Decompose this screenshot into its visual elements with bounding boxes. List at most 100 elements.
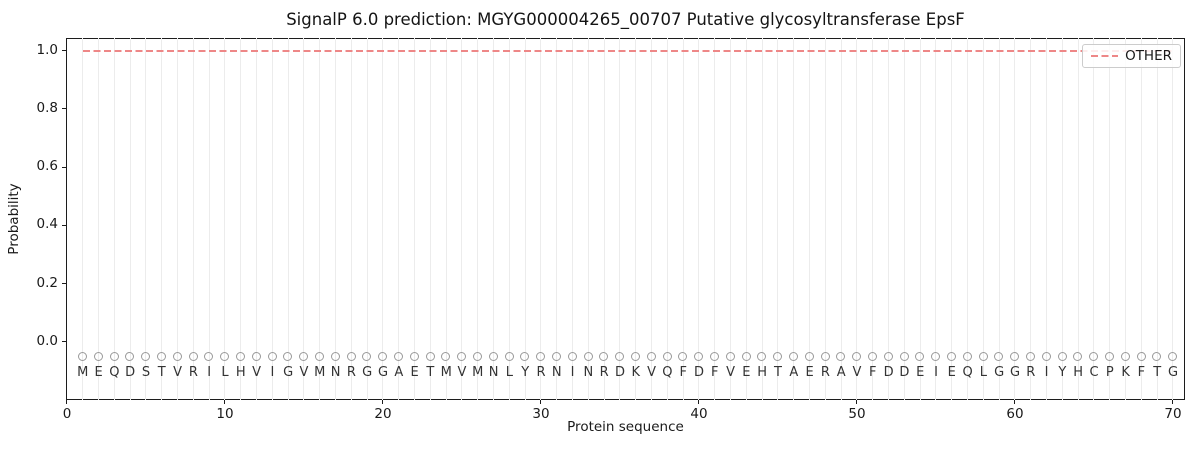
residue-letter: F xyxy=(711,365,719,381)
residue-letter: I xyxy=(1044,365,1049,381)
gridline xyxy=(1125,38,1127,400)
gridline xyxy=(240,38,242,400)
residue-letter: T xyxy=(1153,365,1162,381)
residue-letter: R xyxy=(346,365,356,381)
residue-letter: V xyxy=(726,365,736,381)
x-tick-mark xyxy=(1014,400,1016,404)
residue-letter: D xyxy=(693,365,704,381)
residue-letter: D xyxy=(899,365,910,381)
residue-letter: T xyxy=(774,365,782,381)
residue-letter: C xyxy=(1089,365,1099,381)
residue-marker xyxy=(1057,351,1067,361)
residue-marker xyxy=(220,351,230,361)
gridline xyxy=(540,38,542,400)
gridline xyxy=(129,38,131,400)
y-tick-mark xyxy=(62,50,66,52)
residue-marker xyxy=(157,351,167,361)
x-tick-mark xyxy=(382,400,384,404)
gridline xyxy=(98,38,100,400)
gridline xyxy=(192,38,194,400)
gridline xyxy=(951,38,953,400)
residue-marker xyxy=(710,351,720,361)
residue-marker xyxy=(172,351,182,361)
gridline xyxy=(556,38,558,400)
residue-letter: M xyxy=(314,365,326,381)
gridline xyxy=(82,38,84,400)
gridline xyxy=(619,38,621,400)
legend: OTHER xyxy=(1082,44,1181,68)
gridline xyxy=(587,38,589,400)
residue-marker xyxy=(204,351,214,361)
residue-marker xyxy=(1120,351,1130,361)
residue-marker xyxy=(299,351,309,361)
gridline xyxy=(1014,38,1016,400)
residue-marker xyxy=(109,351,119,361)
residue-letter: I xyxy=(270,365,275,381)
x-tick-label: 20 xyxy=(374,406,392,422)
residue-marker xyxy=(1152,351,1162,361)
x-tick-label: 50 xyxy=(848,406,866,422)
residue-marker xyxy=(662,351,672,361)
x-tick-label: 30 xyxy=(532,406,550,422)
residue-marker xyxy=(346,351,356,361)
y-tick-label: 0.4 xyxy=(36,216,58,233)
residue-letter: E xyxy=(947,365,956,381)
gridline xyxy=(303,38,305,400)
residue-marker xyxy=(1026,351,1036,361)
gridline xyxy=(366,38,368,400)
residue-letter: N xyxy=(330,365,341,381)
gridline xyxy=(1061,38,1063,400)
gridline xyxy=(856,38,858,400)
residue-marker xyxy=(504,351,514,361)
gridline xyxy=(651,38,653,400)
residue-letter: L xyxy=(979,365,988,381)
residue-marker xyxy=(1073,351,1083,361)
residue-letter: Q xyxy=(662,365,673,381)
gridline xyxy=(761,38,763,400)
residue-letter: H xyxy=(757,365,768,381)
residue-letter: R xyxy=(1026,365,1036,381)
y-tick-mark xyxy=(62,166,66,168)
y-tick-mark xyxy=(62,283,66,285)
residue-letter: L xyxy=(505,365,514,381)
residue-letter: A xyxy=(836,365,846,381)
residue-marker xyxy=(820,351,830,361)
residue-letter: G xyxy=(362,365,373,381)
gridline xyxy=(461,38,463,400)
x-tick-mark xyxy=(856,400,858,404)
residue-letter: E xyxy=(94,365,103,381)
residue-letter: F xyxy=(679,365,687,381)
y-tick-label: 0.6 xyxy=(36,158,58,175)
residue-letter: I xyxy=(934,365,938,381)
residue-letter: E xyxy=(742,365,751,381)
residue-letter: K xyxy=(1121,365,1130,381)
residue-marker xyxy=(757,351,767,361)
residue-letter: V xyxy=(457,365,467,381)
residue-letter: H xyxy=(235,365,246,381)
residue-marker xyxy=(1041,351,1051,361)
residue-letter: I xyxy=(207,365,212,381)
residue-letter: R xyxy=(820,365,830,381)
gridline xyxy=(1140,38,1142,400)
residue-letter: G xyxy=(994,365,1005,381)
residue-marker xyxy=(378,351,388,361)
residue-letter: M xyxy=(440,365,452,381)
gridline xyxy=(777,38,779,400)
gridline xyxy=(698,38,700,400)
x-tick-mark xyxy=(66,400,68,404)
residue-letter: N xyxy=(583,365,594,381)
y-tick-label: 0.8 xyxy=(36,99,58,116)
residue-marker xyxy=(141,351,151,361)
residue-marker xyxy=(694,351,704,361)
gridline xyxy=(1093,38,1095,400)
residue-marker xyxy=(836,351,846,361)
residue-marker xyxy=(457,351,467,361)
gridline xyxy=(477,38,479,400)
gridline xyxy=(113,38,115,400)
residue-letter: R xyxy=(536,365,546,381)
residue-letter: A xyxy=(394,365,404,381)
gridline xyxy=(572,38,574,400)
residue-letter: G xyxy=(1009,365,1021,381)
residue-marker xyxy=(915,351,925,361)
